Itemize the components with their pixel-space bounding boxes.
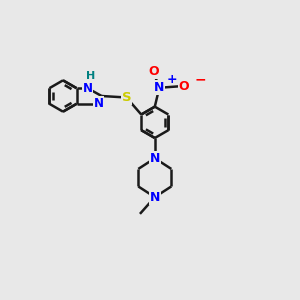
Text: O: O xyxy=(148,65,159,78)
Text: −: − xyxy=(194,73,206,87)
Text: H: H xyxy=(86,70,95,81)
Text: +: + xyxy=(167,73,177,86)
Text: N: N xyxy=(82,82,92,95)
Text: N: N xyxy=(150,152,160,165)
Text: O: O xyxy=(179,80,189,93)
Text: N: N xyxy=(154,81,164,94)
Text: N: N xyxy=(94,97,103,110)
Text: N: N xyxy=(150,190,160,204)
Text: S: S xyxy=(122,91,131,104)
